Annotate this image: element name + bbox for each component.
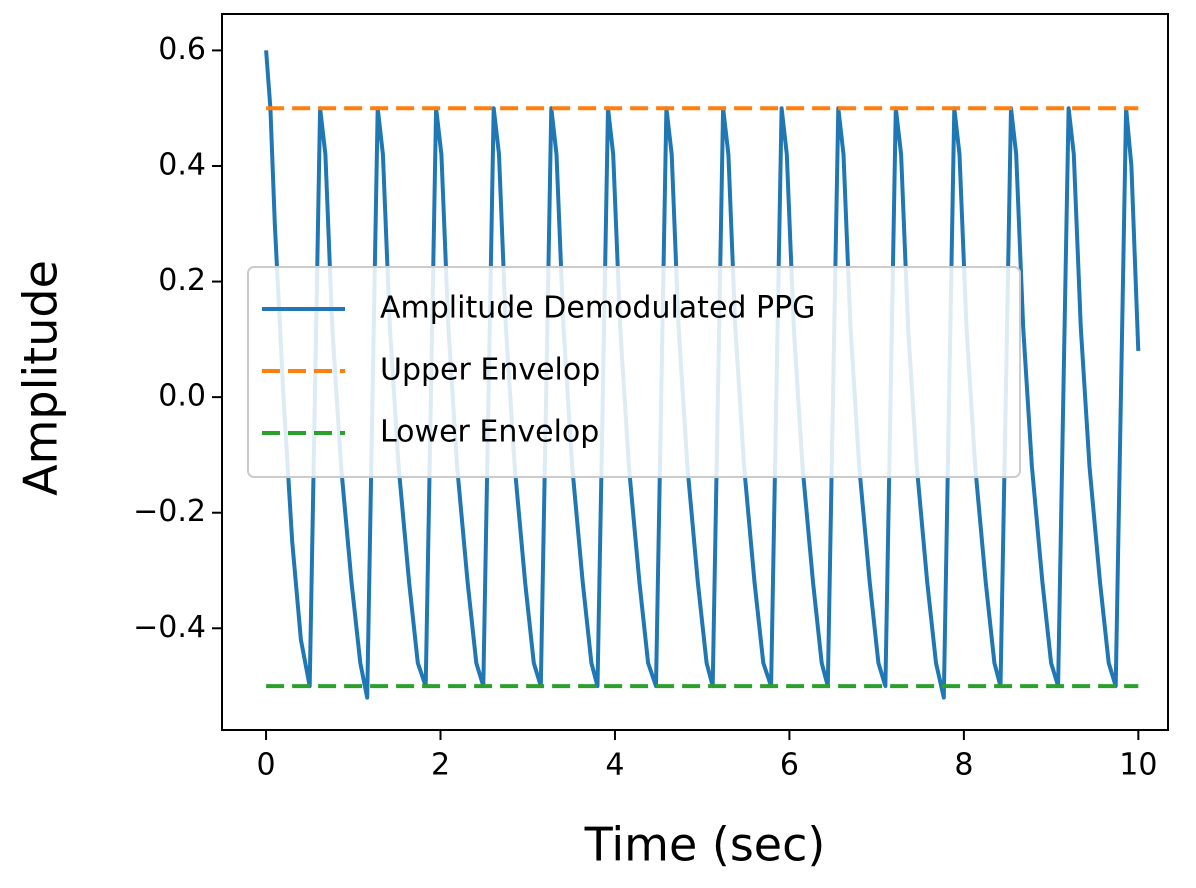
y-tick-label: 0.6 (158, 32, 206, 67)
y-axis-label: Amplitude (14, 260, 68, 496)
legend-label: Lower Envelop (380, 415, 599, 450)
legend-label: Amplitude Demodulated PPG (380, 291, 815, 326)
legend: Amplitude Demodulated PPG Upper Envelop Lo… (247, 266, 1021, 478)
x-tick-label: 10 (1119, 748, 1157, 783)
plot-frame (221, 13, 1169, 731)
y-tick-label: 0.0 (158, 379, 206, 414)
y-tick-label: −0.4 (133, 610, 206, 645)
series-line (264, 50, 1141, 700)
x-tick-label: 4 (605, 748, 624, 783)
x-tick-label: 2 (431, 748, 450, 783)
x-tick-label: 8 (954, 748, 973, 783)
y-tick-label: 0.4 (158, 147, 206, 182)
y-tick-label: −0.2 (133, 494, 206, 529)
y-tick-label: 0.2 (158, 263, 206, 298)
x-tick-label: 6 (780, 748, 799, 783)
x-axis-label: Time (sec) (584, 818, 826, 872)
legend-label: Upper Envelop (380, 353, 600, 388)
x-tick-label: 0 (257, 748, 276, 783)
legend-box (247, 266, 1021, 478)
